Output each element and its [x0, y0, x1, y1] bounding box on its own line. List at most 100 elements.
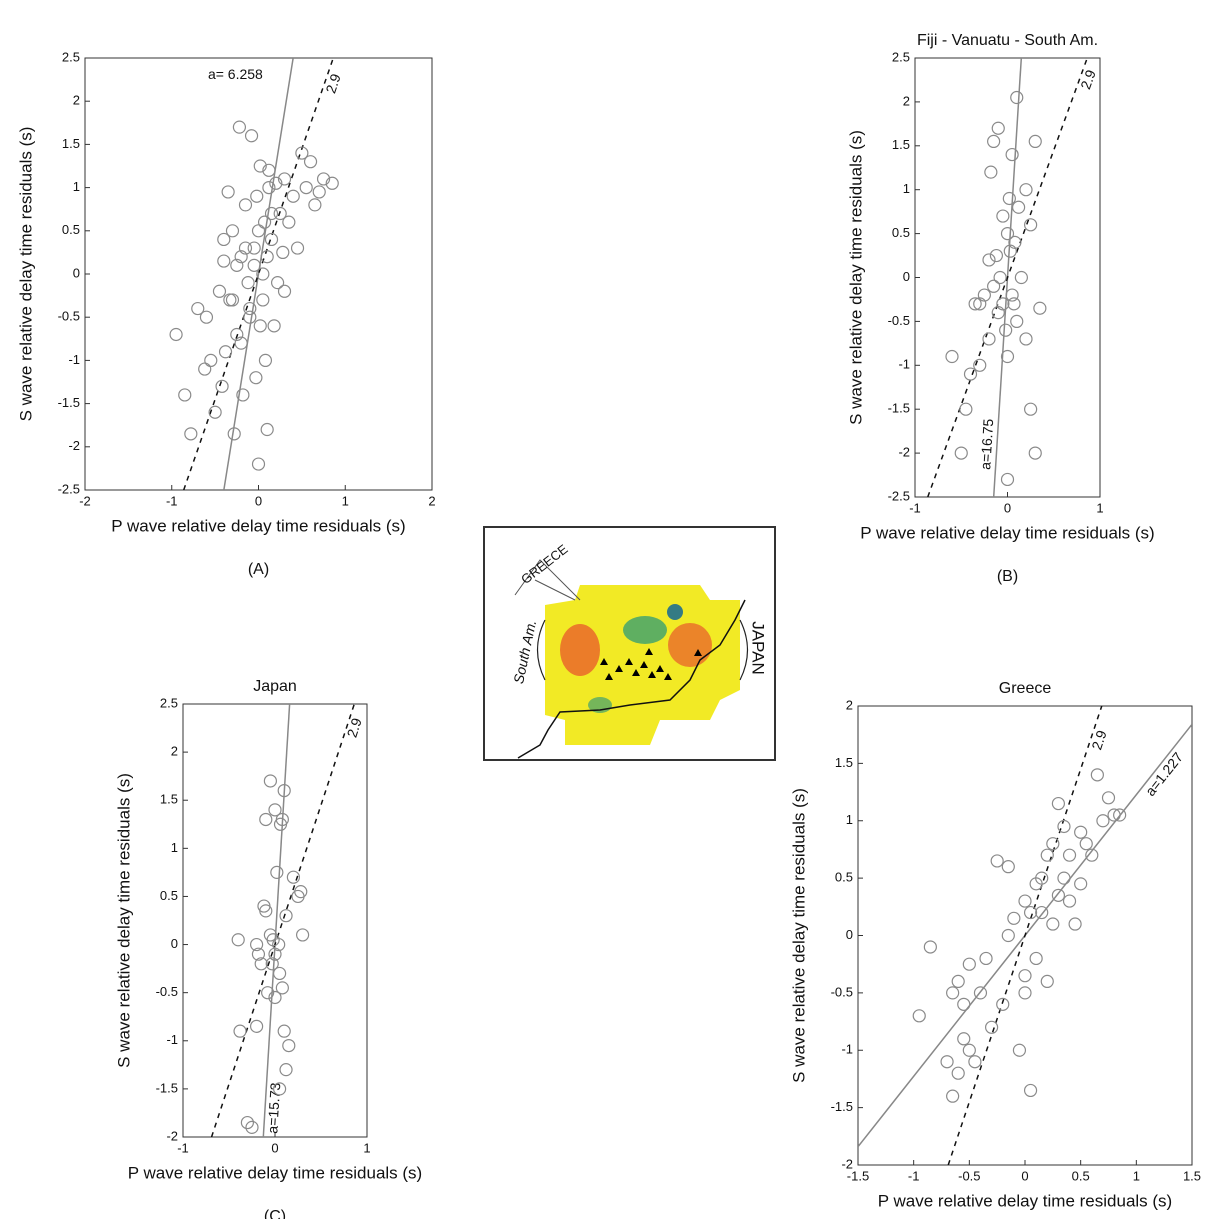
point [217, 254, 231, 268]
point [184, 427, 198, 441]
point [269, 176, 283, 190]
point [1005, 288, 1019, 302]
point [1000, 227, 1015, 241]
y-tick-label: 0 [171, 936, 178, 951]
point [262, 163, 276, 177]
x-tick-label: 1.5 [1183, 1168, 1201, 1183]
x-tick-label: -1.5 [847, 1168, 869, 1183]
point [277, 284, 292, 298]
point [1062, 848, 1077, 862]
point [1023, 905, 1038, 920]
point [231, 933, 245, 947]
point [1023, 1083, 1038, 1098]
point [991, 306, 1005, 320]
y-tick-label: 2 [846, 697, 853, 712]
greece-wedge [514, 559, 581, 601]
point [968, 1055, 982, 1069]
y-tick-label: -1.5 [831, 1099, 853, 1114]
point [987, 279, 1001, 293]
map-anomaly [623, 616, 667, 644]
point [256, 293, 270, 307]
point [261, 986, 275, 1000]
point [962, 1043, 976, 1057]
point [256, 267, 270, 281]
point [260, 250, 274, 264]
y-tick-label: -2 [898, 445, 910, 460]
plot: -1 0 1-2-1.5-1-0.500.511.522.5a=15.732.9Ja… [114, 678, 422, 1224]
point [212, 284, 227, 298]
point [277, 1024, 291, 1038]
point [1010, 314, 1024, 328]
point [979, 951, 993, 966]
point [245, 1120, 259, 1134]
point [247, 258, 261, 272]
point [973, 297, 987, 311]
map-inset: GREECE South Am. JAPAN [483, 526, 776, 761]
point [282, 1038, 296, 1053]
y-tick-label: 0.5 [62, 222, 80, 237]
point [1096, 814, 1110, 828]
point [282, 215, 296, 229]
point [191, 301, 205, 316]
point [254, 957, 268, 971]
y-tick-label: -2 [166, 1128, 178, 1143]
point [251, 947, 266, 961]
point [316, 172, 331, 186]
x-tick-label: 0 [271, 1140, 278, 1155]
point [1001, 860, 1015, 874]
line-label: a= 6.258 [208, 66, 263, 82]
point [249, 371, 263, 385]
coastline [517, 599, 746, 759]
point [230, 258, 244, 272]
point [1040, 974, 1054, 989]
map-anomaly [667, 604, 683, 620]
y-tick-label: 1 [171, 840, 178, 855]
point [273, 966, 287, 981]
point [1057, 871, 1071, 885]
y-tick-label: 1 [73, 179, 80, 194]
point [1029, 951, 1043, 966]
fit-line [223, 58, 294, 490]
line-label: 2.9 [322, 71, 344, 95]
point [984, 1020, 999, 1034]
point [270, 865, 284, 879]
point [1018, 986, 1032, 1000]
y-tick-label: -1.5 [58, 395, 80, 410]
point [258, 353, 273, 367]
point [1003, 244, 1017, 258]
x-tick-label: -1 [909, 500, 921, 515]
plot: -1 0 1 -2.5 -2 -1.5 -1 -0.5 0 0.5 1 1.5 2 2.5 a=16.75 2… [846, 32, 1154, 585]
point [993, 270, 1007, 285]
point [250, 189, 264, 203]
y-axis-label: S wave relative delay time residuals (s) [846, 130, 865, 425]
point [1028, 134, 1042, 149]
y-tick-label: 1.5 [892, 137, 910, 152]
point [1062, 894, 1077, 908]
point [1046, 917, 1060, 931]
y-tick-label: 2 [171, 744, 178, 759]
point [296, 928, 310, 942]
point [325, 176, 339, 190]
point [268, 990, 282, 1005]
point [279, 909, 293, 923]
point [241, 276, 255, 290]
y-tick-label: 2.5 [160, 695, 178, 710]
y-tick-label: 0 [903, 269, 910, 284]
line-label: 2.9 [1088, 728, 1109, 752]
fit-line [183, 58, 334, 490]
point [257, 215, 272, 229]
y-tick-label: 1 [903, 181, 910, 196]
point [1101, 791, 1116, 805]
point [1008, 235, 1022, 249]
point [169, 327, 183, 342]
plot: -2 -1 0 1 2-2.5-2-1.5-1-0.500.511.522.5a= 6.… [16, 49, 435, 578]
point [260, 422, 274, 437]
point [238, 241, 253, 255]
y-tick-label: 0 [73, 265, 80, 280]
point [982, 253, 996, 267]
y-tick-label: 2.5 [62, 49, 80, 64]
point [236, 388, 250, 402]
y-tick-label: -1 [166, 1032, 178, 1047]
point [923, 940, 937, 954]
point [1090, 768, 1104, 782]
